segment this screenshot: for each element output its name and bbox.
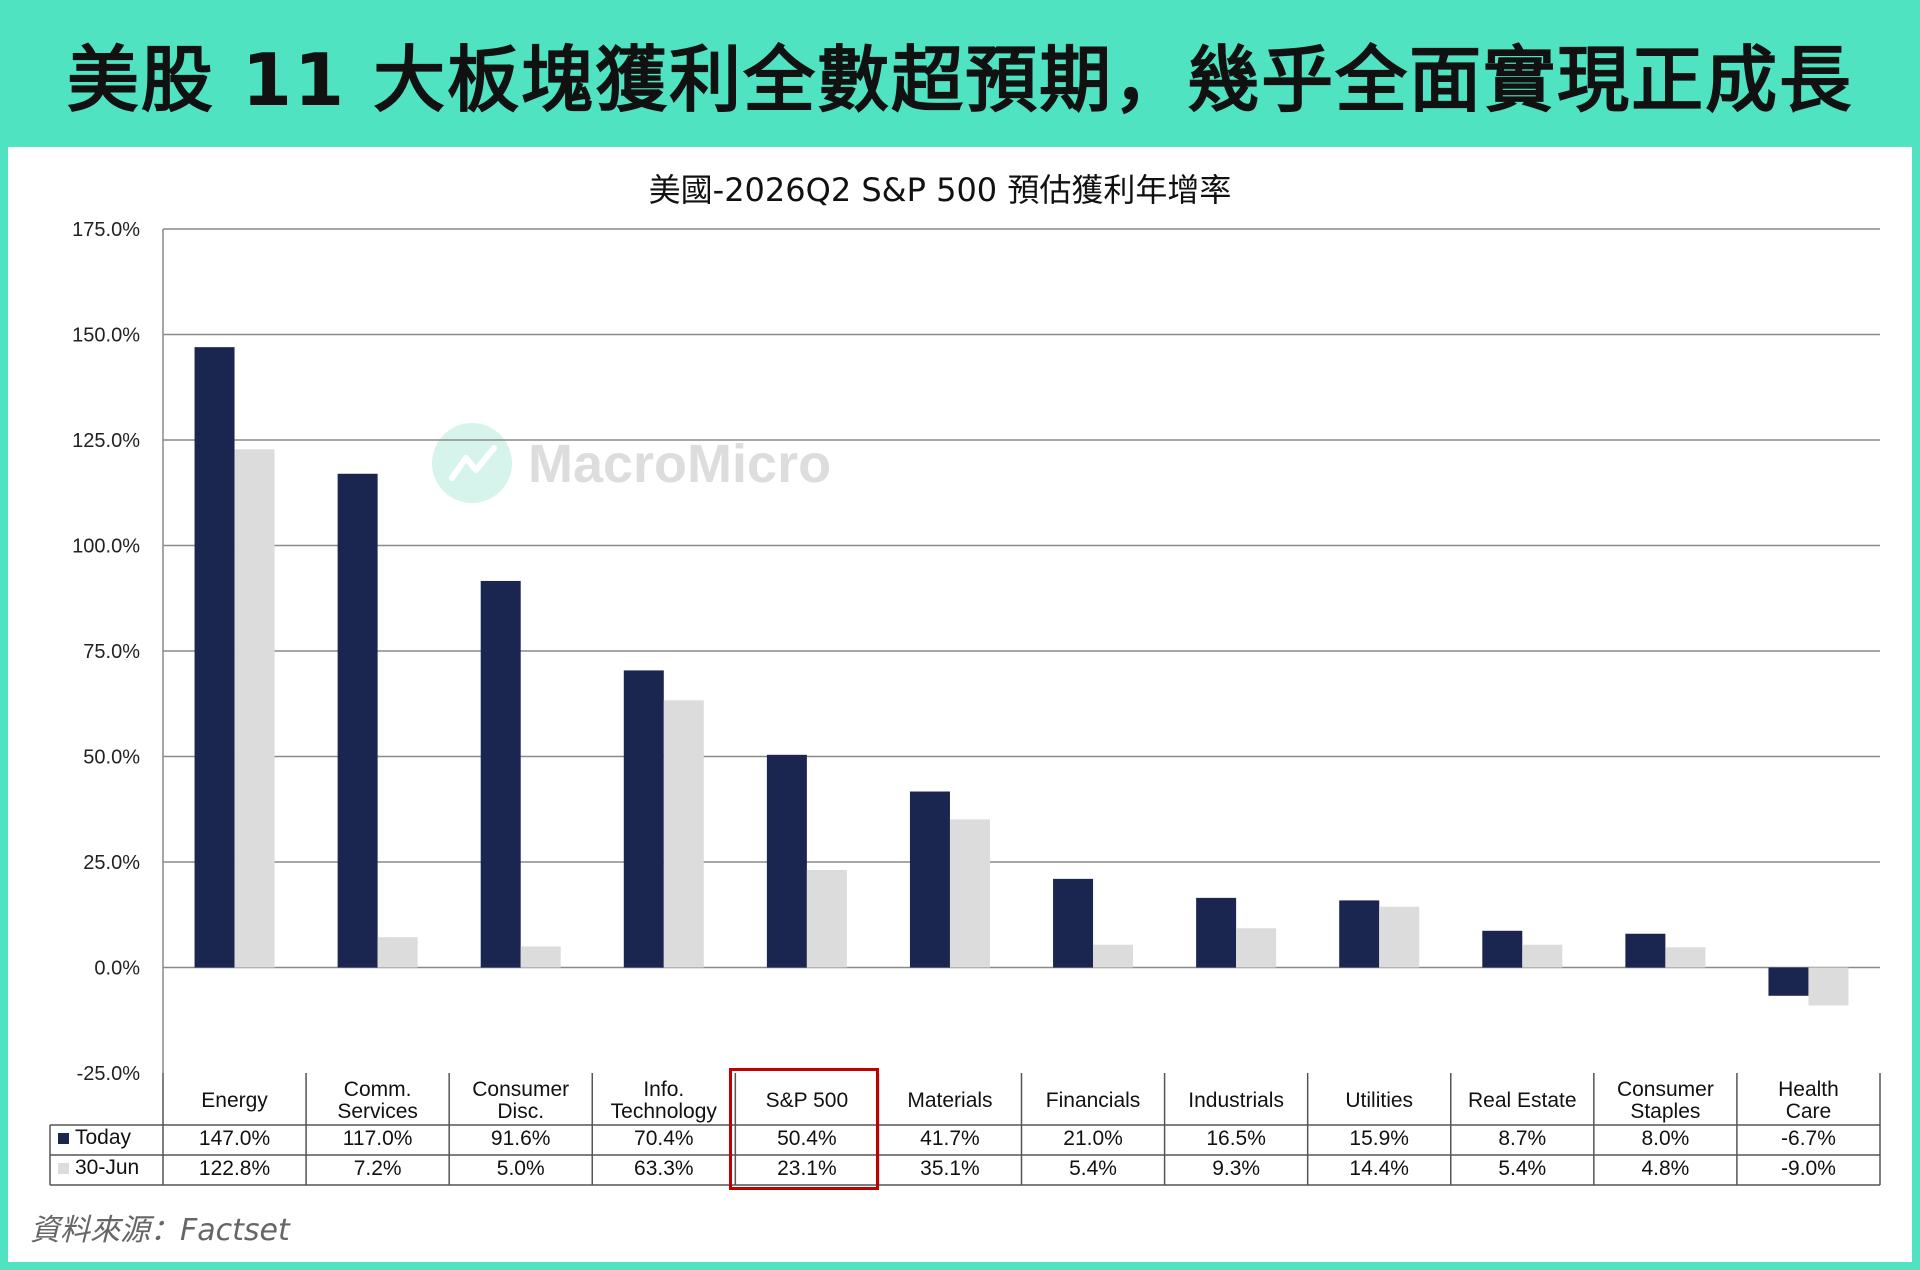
chart-title: 美國-2026Q2 S&P 500 預估獲利年增率: [648, 171, 1232, 209]
header-band: [0, 0, 1920, 147]
x-category-label: Staples: [1630, 1100, 1700, 1123]
y-axis: 175.0% 150.0% 125.0% 100.0% 75.0% 50.0% 25.0% 0…: [72, 219, 164, 1085]
data-label: 21.0%: [1063, 1127, 1123, 1150]
x-category-label: S&P 500: [766, 1089, 849, 1112]
x-category-label: Industrials: [1188, 1089, 1284, 1112]
bar-today: [623, 670, 664, 968]
legend-label: Today: [75, 1126, 132, 1149]
bar-today: [480, 580, 521, 968]
data-label: 9.3%: [1212, 1157, 1260, 1180]
data-table: Energy Comm.ServicesConsumerDisc.Info.Tec…: [49, 1073, 1881, 1186]
data-label: 14.4%: [1349, 1157, 1409, 1180]
bar-30-jun: [1665, 947, 1706, 968]
bar-today: [1482, 930, 1523, 968]
y-tick-label: 75.0%: [83, 641, 140, 663]
x-category-label: Materials: [907, 1089, 992, 1112]
data-label: 35.1%: [920, 1157, 980, 1180]
legend-label: 30-Jun: [75, 1156, 139, 1179]
x-category-label: Care: [1786, 1100, 1832, 1123]
source-note: 資料來源：Factset: [30, 1213, 290, 1248]
sp500-highlight-box: [729, 1068, 879, 1190]
data-label: 16.5%: [1206, 1127, 1266, 1150]
data-label: 91.6%: [491, 1127, 551, 1150]
watermark-chart-icon: [449, 445, 497, 481]
bar-today: [766, 754, 807, 968]
bar-30-jun: [806, 870, 847, 968]
bar-today: [194, 347, 235, 968]
data-label: 5.0%: [497, 1157, 545, 1180]
x-category-label: Energy: [201, 1089, 268, 1112]
x-category-label: Health: [1778, 1078, 1839, 1101]
x-category-label: Financials: [1046, 1089, 1141, 1112]
y-tick-label: 50.0%: [83, 747, 140, 769]
data-label: -6.7%: [1781, 1127, 1836, 1150]
bar-30-jun: [1522, 944, 1563, 968]
bar-30-jun: [1379, 906, 1420, 968]
headline: 美股 11 大板塊獲利全數超預期，幾乎全面實現正成長: [66, 38, 1854, 122]
data-label: 4.8%: [1641, 1157, 1689, 1180]
bar-30-jun: [1236, 928, 1277, 968]
y-tick-label: 175.0%: [72, 219, 140, 241]
data-label: 117.0%: [343, 1127, 413, 1150]
x-category-label: Utilities: [1345, 1089, 1413, 1112]
legend-swatch: [58, 1163, 69, 1174]
data-label: 50.4%: [777, 1127, 837, 1150]
right-border: [1912, 147, 1920, 1270]
bars: [194, 347, 1849, 1006]
bar-today: [337, 473, 378, 968]
gridlines: [163, 228, 1880, 969]
x-category-label: Disc.: [497, 1100, 544, 1123]
data-label: -9.0%: [1781, 1157, 1836, 1180]
bar-30-jun: [234, 449, 275, 968]
bottom-border: [0, 1262, 1920, 1270]
bar-30-jun: [520, 946, 561, 968]
y-tick-label: 0.0%: [94, 958, 140, 980]
y-tick-label: 150.0%: [72, 325, 140, 347]
x-category-label: Consumer: [1617, 1078, 1714, 1101]
data-label: 7.2%: [354, 1157, 402, 1180]
data-label: 23.1%: [777, 1157, 837, 1180]
bar-today: [1768, 967, 1809, 996]
data-label: 15.9%: [1349, 1127, 1409, 1150]
bar-30-jun: [949, 819, 990, 968]
x-category-label: Technology: [611, 1100, 718, 1123]
data-label: 63.3%: [634, 1157, 694, 1180]
bar-30-jun: [663, 700, 704, 968]
watermark: MacroMicro: [432, 423, 831, 503]
x-category-label: Consumer: [472, 1078, 569, 1101]
x-category-label: Services: [337, 1100, 418, 1123]
data-label: 8.0%: [1641, 1127, 1689, 1150]
bar-30-jun: [1093, 944, 1134, 968]
y-tick-label: 25.0%: [83, 852, 140, 874]
x-category-label: Info.: [643, 1078, 684, 1101]
y-tick-label: 100.0%: [72, 536, 140, 558]
y-tick-label: -25.0%: [77, 1063, 141, 1085]
data-label: 5.4%: [1498, 1157, 1546, 1180]
bar-today: [1625, 933, 1666, 968]
bar-30-jun: [1808, 967, 1849, 1006]
left-border: [0, 147, 8, 1270]
bar-today: [1053, 878, 1094, 968]
x-category-label: Real Estate: [1468, 1089, 1577, 1112]
data-label: 147.0%: [199, 1127, 270, 1150]
data-label: 8.7%: [1498, 1127, 1546, 1150]
y-tick-label: 125.0%: [72, 430, 140, 452]
bar-today: [909, 791, 950, 968]
bar-30-jun: [377, 937, 418, 968]
watermark-text: MacroMicro: [528, 434, 831, 494]
x-category-label: Comm.: [344, 1078, 412, 1101]
bar-today: [1339, 900, 1380, 968]
data-label: 41.7%: [920, 1127, 980, 1150]
legend-swatch: [58, 1133, 69, 1144]
data-label: 122.8%: [199, 1157, 270, 1180]
data-label: 70.4%: [634, 1127, 694, 1150]
data-label: 5.4%: [1069, 1157, 1117, 1180]
bar-today: [1196, 897, 1237, 968]
